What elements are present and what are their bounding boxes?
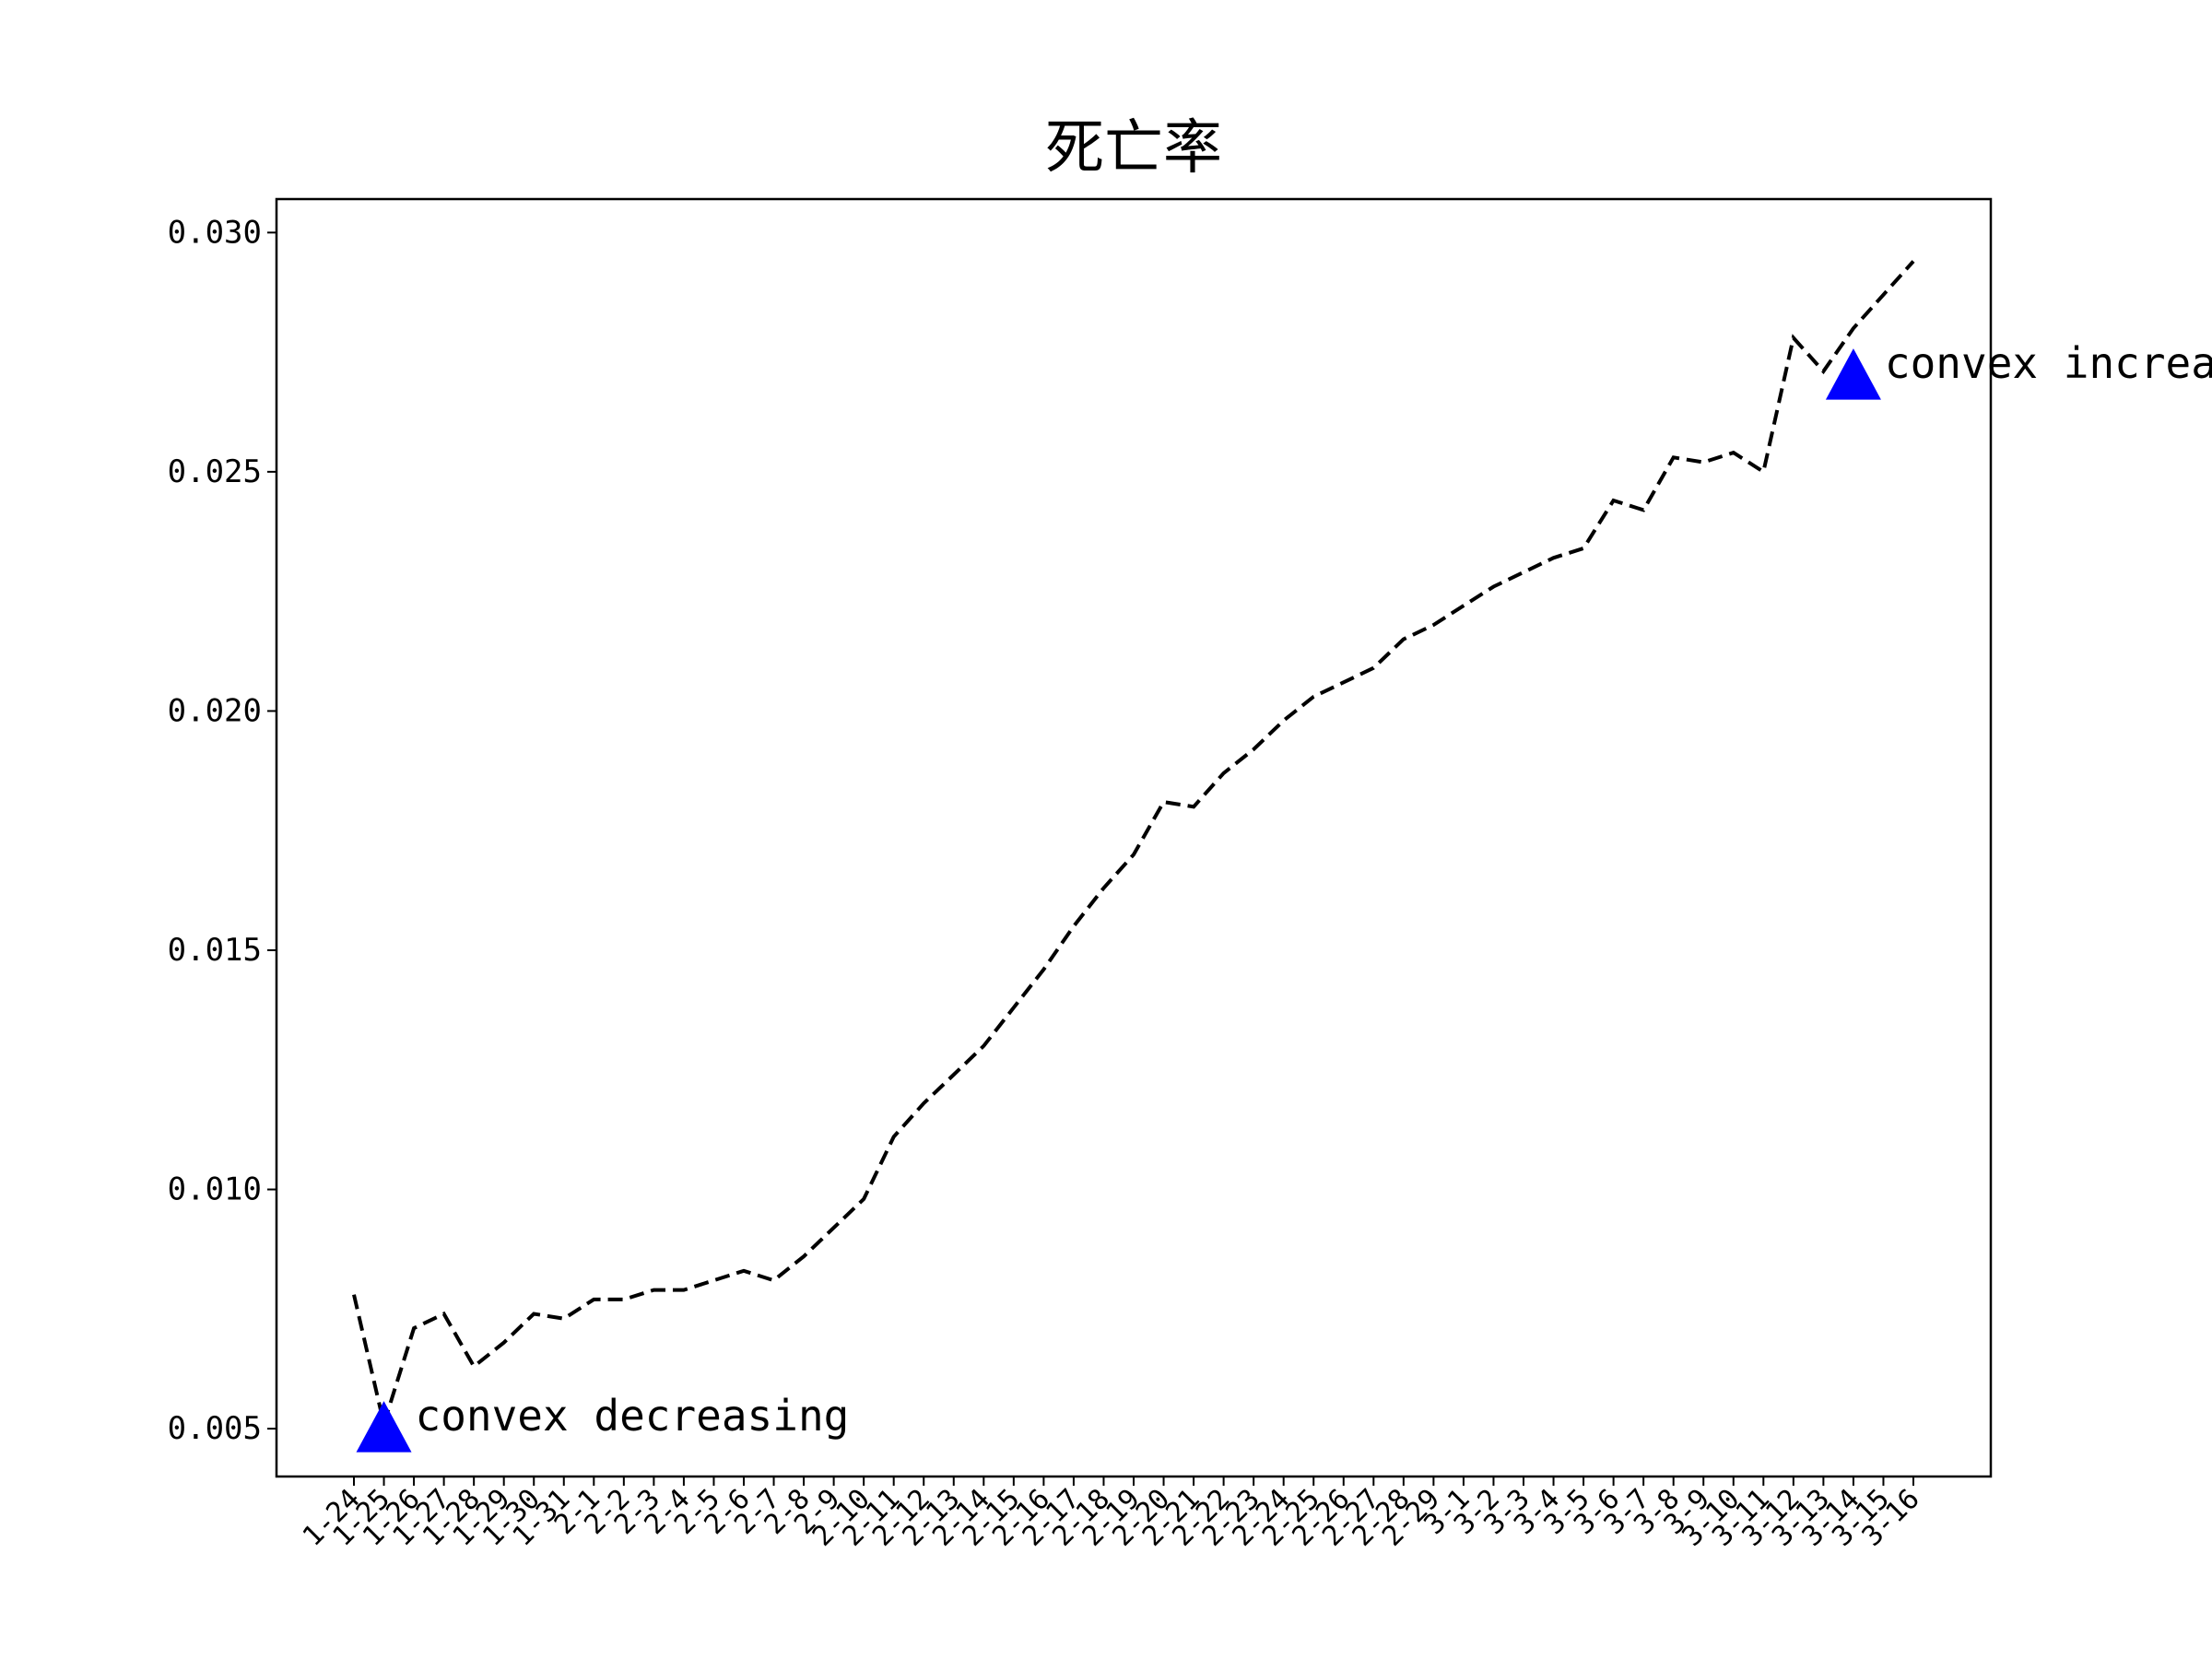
- y-tick-label: 0.005: [168, 1410, 262, 1447]
- plot-frame: [275, 197, 1993, 1478]
- annotation-label: convex increasing: [1885, 338, 2212, 388]
- triangle-marker: [356, 1401, 412, 1453]
- y-tick-label: 0.010: [168, 1171, 262, 1208]
- y-tick-label: 0.030: [168, 214, 262, 251]
- chart-title: 死亡率: [1045, 114, 1222, 182]
- series-line: [352, 260, 1915, 1431]
- triangle-marker: [1825, 348, 1881, 400]
- y-tick-label: 0.020: [168, 692, 262, 729]
- annotation-label: convex decreasing: [416, 1391, 850, 1441]
- y-tick-label: 0.025: [168, 453, 262, 490]
- y-axis: 0.005 0.010 0.015 0.020 0.025 0.030: [168, 214, 276, 1447]
- annotations: convex decreasing convex increasing: [356, 338, 2212, 1453]
- x-axis: 1-241-251-261-271-281-291-301-312-12-22-…: [297, 1477, 1926, 1553]
- y-tick-label: 0.015: [168, 932, 262, 969]
